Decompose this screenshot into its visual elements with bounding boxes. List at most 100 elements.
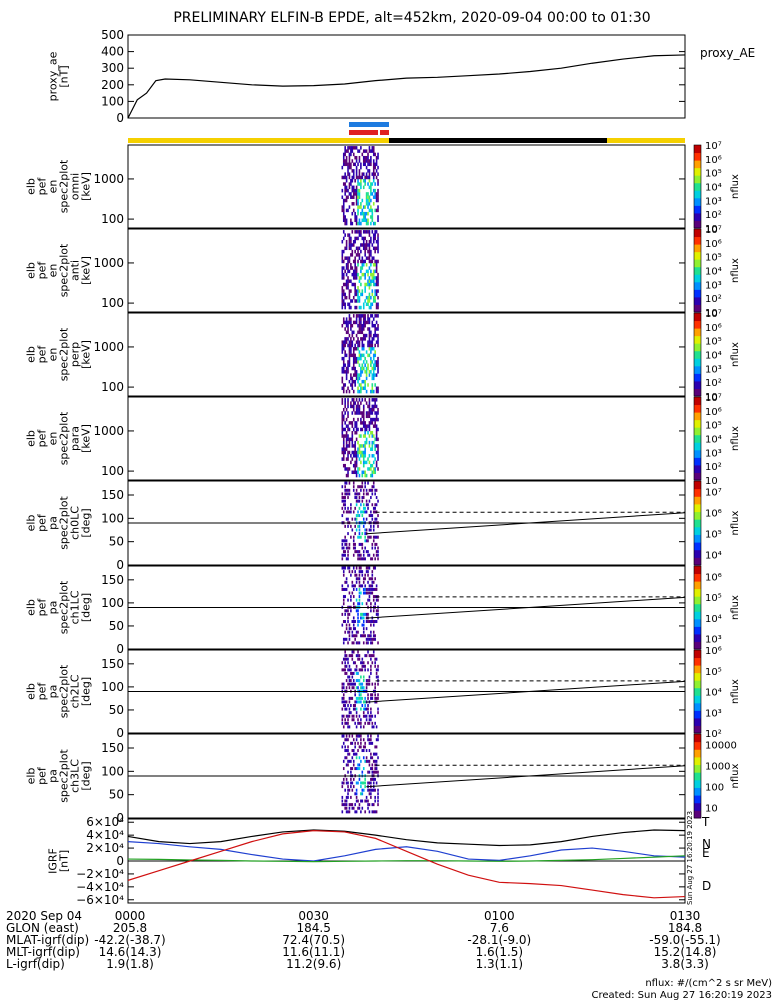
heatmap-cell <box>344 162 346 167</box>
heatmap-cell <box>344 612 346 616</box>
heatmap-cell <box>365 230 368 234</box>
heatmap-cell <box>358 350 361 354</box>
heatmap-cell <box>362 337 365 341</box>
heatmap-cell <box>371 788 374 792</box>
heatmap-cell <box>352 202 355 206</box>
heatmap-cell <box>372 188 375 193</box>
heatmap-cell <box>342 759 345 763</box>
heatmap-cell <box>361 657 364 661</box>
heatmap-cell <box>342 215 345 219</box>
heatmap-cell <box>362 627 365 631</box>
colorbar-step <box>694 281 701 290</box>
heatmap-cell <box>375 553 378 557</box>
colorbar-tick-label: 10⁴ <box>705 351 722 362</box>
heatmap-cell <box>374 152 376 157</box>
heatmap-cell <box>365 759 368 763</box>
heatmap-cell <box>365 460 368 465</box>
heatmap-cell <box>375 175 378 180</box>
heatmap-cell <box>355 696 358 700</box>
heatmap-cell <box>345 366 348 371</box>
heatmap-cell <box>341 506 344 510</box>
heatmap-cell <box>347 259 349 264</box>
heatmap-cell <box>361 289 364 293</box>
heatmap-cell <box>362 347 365 351</box>
heatmap-cell <box>364 510 366 514</box>
heatmap-cell <box>355 450 358 455</box>
heatmap-cell <box>352 239 355 244</box>
colorbar-step <box>694 320 701 329</box>
heatmap-cell <box>370 587 372 591</box>
heatmap-cell <box>367 620 369 624</box>
heatmap-cell <box>375 259 378 264</box>
ytick-label: 100 <box>101 596 124 610</box>
heatmap-cell <box>371 182 374 186</box>
colorbar-step <box>694 581 701 590</box>
heatmap-cell <box>370 792 372 796</box>
heatmap-cell <box>367 506 369 510</box>
heatmap-cell <box>352 350 355 354</box>
heatmap-cell <box>352 243 355 247</box>
heatmap-cell <box>372 434 375 438</box>
ytick-label: −6×10⁴ <box>76 893 124 907</box>
heatmap-cell <box>354 704 356 708</box>
colorbar-step <box>694 373 701 382</box>
heatmap-cell <box>344 524 346 528</box>
science-zone-marker-blue <box>349 122 389 127</box>
heatmap-cell <box>371 641 374 645</box>
heatmap-cell <box>375 612 378 616</box>
heatmap-cell <box>372 356 375 361</box>
orbit-row-value: 0000 <box>115 909 146 923</box>
heatmap-cell <box>375 535 378 539</box>
heatmap-cell <box>355 707 358 711</box>
heatmap-cell <box>368 276 371 280</box>
heatmap-cell <box>377 711 379 715</box>
heatmap-cell <box>344 185 346 190</box>
heatmap-cell <box>377 282 379 287</box>
heatmap-cell <box>341 734 344 738</box>
heatmap-cell <box>365 437 368 442</box>
ytick-label: 0 <box>116 811 124 825</box>
heatmap-cell <box>364 155 366 160</box>
heatmap-cell <box>361 266 364 270</box>
ylabel-group: proxy_ae[nT] <box>47 51 71 101</box>
heatmap-cell <box>344 246 346 251</box>
heatmap-cell <box>342 553 345 557</box>
science-zone-marker-red-1 <box>349 130 378 135</box>
heatmap-cell <box>345 185 348 190</box>
heatmap-cell <box>377 272 379 277</box>
colorbar-step <box>694 787 701 796</box>
heatmap-cell <box>351 457 354 461</box>
heatmap-cell <box>347 434 349 438</box>
heatmap-cell <box>351 696 354 700</box>
heatmap-cell <box>355 272 358 277</box>
heatmap-cell <box>375 738 378 742</box>
heatmap-cell <box>371 682 374 686</box>
heatmap-cell <box>377 788 379 792</box>
heatmap-cell <box>357 799 359 803</box>
heatmap-cell <box>374 246 376 251</box>
heatmap-cell <box>360 661 362 665</box>
heatmap-cell <box>364 179 366 183</box>
heatmap-cell <box>354 343 356 348</box>
heatmap-cell <box>364 282 366 287</box>
heatmap-cell <box>351 383 354 387</box>
heatmap-cell <box>362 272 365 277</box>
heatmap-cell <box>352 208 355 213</box>
panel-frame <box>127 228 686 313</box>
colorbar-step <box>694 304 701 313</box>
heatmap-cell <box>375 282 378 287</box>
heatmap-cell <box>362 664 365 668</box>
heatmap-cell <box>342 686 345 690</box>
heatmap-cell <box>344 218 346 223</box>
heatmap-cell <box>357 767 359 771</box>
colorbar-step <box>694 190 701 199</box>
heatmap-cell <box>362 172 365 176</box>
heatmap-cell <box>368 243 371 247</box>
heatmap-cell <box>350 696 352 700</box>
heatmap-cell <box>368 299 371 303</box>
heatmap-cell <box>358 305 361 310</box>
heatmap-cell <box>371 620 374 624</box>
heatmap-cell <box>350 679 352 683</box>
heatmap-cell <box>374 263 376 267</box>
heatmap-cell <box>358 383 361 387</box>
